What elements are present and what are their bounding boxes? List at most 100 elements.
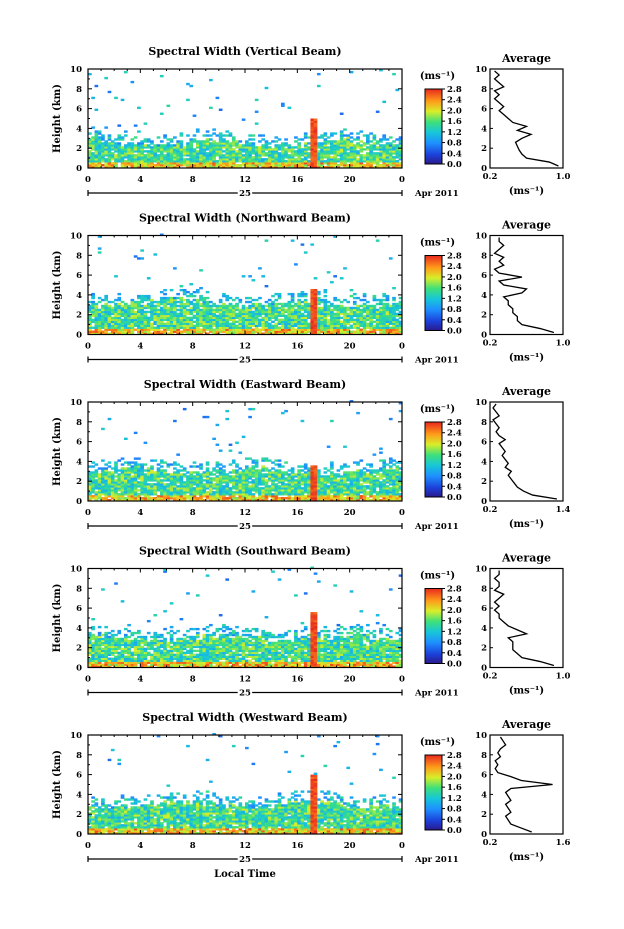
x-tick-label: 4 xyxy=(137,841,143,851)
x-tick-label: 4 xyxy=(137,342,143,352)
date-label: 25 xyxy=(239,522,251,532)
average-y-tick-label: 8 xyxy=(481,418,487,428)
average-y-tick-label: 2 xyxy=(481,644,487,654)
panel-title: Spectral Width (Eastward Beam) xyxy=(144,378,346,391)
average-frame xyxy=(489,401,564,502)
colorbar-tick-label: 2.0 xyxy=(447,772,462,782)
average-y-tick-label: 8 xyxy=(481,85,487,95)
x-tick-label: 12 xyxy=(239,508,251,518)
y-tick-label: 10 xyxy=(70,232,82,242)
month-label: Apr 2011 xyxy=(414,689,459,699)
month-label: Apr 2011 xyxy=(414,522,459,532)
colorbar-tick-label: 2.8 xyxy=(447,252,462,262)
y-tick-label: 8 xyxy=(76,751,82,761)
average-profile-line xyxy=(493,70,559,167)
x-tick-label: 0 xyxy=(85,675,91,685)
y-tick-label: 2 xyxy=(76,810,82,820)
colorbar-tick-label: 2.8 xyxy=(447,751,462,761)
x-tick-label: 8 xyxy=(190,841,196,851)
average-x-tick-label: 0.2 xyxy=(483,838,498,848)
average-x-label: (ms⁻¹) xyxy=(509,852,544,863)
colorbar-tick-label: 1.6 xyxy=(447,450,462,460)
y-tick-label: 10 xyxy=(70,398,82,408)
average-title: Average xyxy=(501,219,551,232)
heatmap-cells xyxy=(88,69,403,169)
colorbar-tick-label: 2.8 xyxy=(447,418,462,428)
colorbar-tick-label: 2.4 xyxy=(447,595,462,605)
colorbar-unit: (ms⁻¹) xyxy=(420,737,455,748)
y-tick-label: 0 xyxy=(76,164,82,174)
x-tick-label: 20 xyxy=(344,675,356,685)
y-tick-label: 0 xyxy=(76,331,82,341)
average-x-label: (ms⁻¹) xyxy=(509,353,544,364)
x-axis-label: Local Time xyxy=(214,869,276,880)
average-y-tick-label: 2 xyxy=(481,311,487,321)
average-y-tick-label: 0 xyxy=(481,830,487,840)
colorbar-tick-label: 0.8 xyxy=(447,305,462,315)
colorbar-tick-label: 2.4 xyxy=(447,429,462,439)
y-tick-label: 6 xyxy=(76,105,82,115)
average-frame xyxy=(489,68,564,169)
y-tick-label: 8 xyxy=(76,251,82,261)
average-y-tick-label: 2 xyxy=(481,477,487,487)
x-tick-label: 0 xyxy=(85,175,91,185)
heatmap-cells xyxy=(88,566,403,668)
colorbar-unit: (ms⁻¹) xyxy=(420,571,455,582)
x-tick-label: 0 xyxy=(399,841,405,851)
heatmap-cells xyxy=(88,233,403,335)
average-y-tick-label: 0 xyxy=(481,164,487,174)
y-tick-label: 4 xyxy=(76,624,82,634)
average-x-tick-label: 1.0 xyxy=(556,172,571,182)
average-profile-line xyxy=(493,570,555,667)
x-tick-label: 8 xyxy=(190,175,196,185)
average-y-tick-label: 0 xyxy=(481,497,487,507)
y-tick-label: 6 xyxy=(76,438,82,448)
colorbar-tick-label: 2.0 xyxy=(447,439,462,449)
beam-panel: Spectral Width (Eastward Beam) 0 2 4 6 8 10 Hei… xyxy=(52,378,570,534)
average-y-tick-label: 2 xyxy=(481,810,487,820)
colorbar-tick-label: 0.4 xyxy=(447,482,462,492)
x-tick-label: 0 xyxy=(399,342,405,352)
average-y-tick-label: 6 xyxy=(481,105,487,115)
x-tick-label: 8 xyxy=(190,342,196,352)
y-tick-label: 6 xyxy=(76,604,82,614)
colorbar-tick-label: 0.4 xyxy=(447,149,462,159)
heatmap-cells xyxy=(88,733,403,835)
y-tick-label: 8 xyxy=(76,418,82,428)
average-frame xyxy=(489,567,564,669)
colorbar-tick-label: 1.6 xyxy=(447,783,462,793)
colorbar-tick-label: 2.4 xyxy=(447,262,462,272)
y-tick-label: 6 xyxy=(76,771,82,781)
x-tick-label: 4 xyxy=(137,508,143,518)
average-y-tick-label: 6 xyxy=(481,271,487,281)
colorbar-tick-label: 0.4 xyxy=(447,815,462,825)
colorbar-tick-label: 0.4 xyxy=(447,316,462,326)
average-y-tick-label: 4 xyxy=(481,124,487,134)
month-label: Apr 2011 xyxy=(414,356,459,366)
average-y-tick-label: 4 xyxy=(481,790,487,800)
x-tick-label: 16 xyxy=(291,841,303,851)
panel-title: Spectral Width (Westward Beam) xyxy=(142,711,347,724)
average-title: Average xyxy=(501,52,551,65)
y-tick-label: 4 xyxy=(76,291,82,301)
x-tick-label: 20 xyxy=(344,175,356,185)
average-x-tick-label: 1.6 xyxy=(556,838,571,848)
x-tick-label: 12 xyxy=(239,675,251,685)
average-title: Average xyxy=(501,718,551,731)
x-tick-label: 0 xyxy=(399,508,405,518)
x-tick-label: 0 xyxy=(399,175,405,185)
colorbar-tick-label: 1.2 xyxy=(447,794,462,804)
average-y-tick-label: 10 xyxy=(475,65,487,75)
y-axis-label: Height (km) xyxy=(52,251,63,320)
average-x-tick-label: 0.2 xyxy=(483,505,498,515)
average-y-tick-label: 10 xyxy=(475,731,487,741)
colorbar xyxy=(424,421,443,498)
x-tick-label: 16 xyxy=(291,175,303,185)
y-tick-label: 4 xyxy=(76,790,82,800)
average-x-label: (ms⁻¹) xyxy=(509,686,544,697)
average-x-tick-label: 0.2 xyxy=(483,339,498,349)
colorbar-tick-label: 1.6 xyxy=(447,117,462,127)
x-tick-label: 0 xyxy=(399,675,405,685)
colorbar-tick-label: 0.8 xyxy=(447,805,462,815)
